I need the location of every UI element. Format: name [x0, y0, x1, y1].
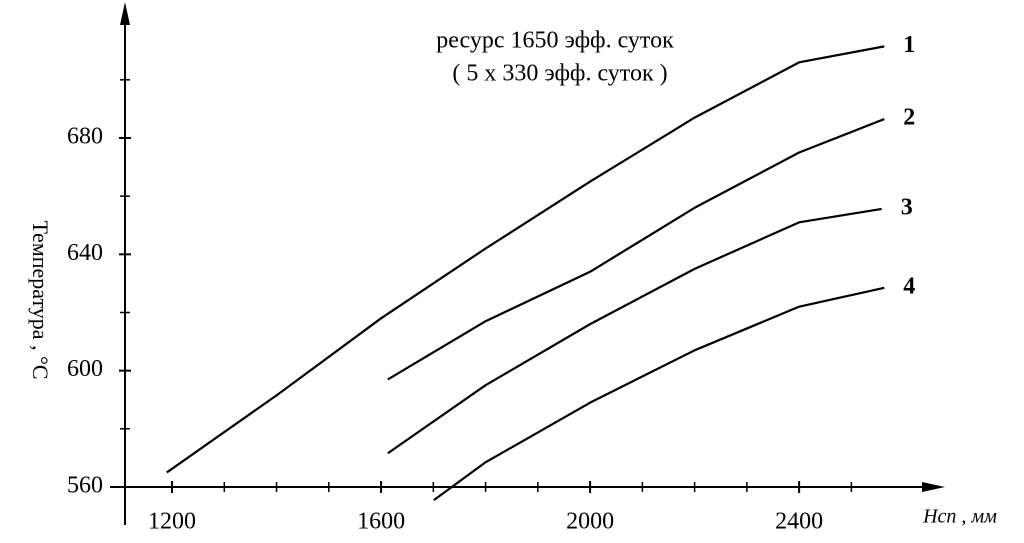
series-line — [433, 286, 885, 501]
x-tick-label: 1600 — [357, 509, 405, 535]
series-label: 4 — [903, 273, 915, 299]
y-axis-label: Температура , °C — [28, 220, 53, 379]
chart-subtitle: ( 5 х 330 эфф. суток ) — [452, 61, 667, 87]
x-tick-label: 2400 — [775, 509, 823, 535]
y-axis-arrow — [120, 2, 130, 25]
chart-title: ресурс 1650 эфф. суток — [436, 28, 674, 54]
x-tick-label: 2000 — [566, 509, 614, 535]
x-tick-label: 1200 — [148, 509, 196, 535]
y-tick-label: 600 — [67, 356, 103, 382]
x-axis-label: Hсп , мм — [922, 506, 997, 528]
y-tick-label: 680 — [67, 123, 103, 149]
x-axis-arrow — [922, 482, 945, 492]
y-tick-label: 560 — [67, 473, 103, 499]
series-line — [387, 207, 882, 455]
series-label: 2 — [903, 105, 915, 131]
series-label: 1 — [903, 32, 915, 58]
series-label: 3 — [901, 194, 913, 220]
series-line — [387, 118, 885, 381]
series-line — [166, 45, 885, 474]
y-tick-label: 640 — [67, 240, 103, 266]
